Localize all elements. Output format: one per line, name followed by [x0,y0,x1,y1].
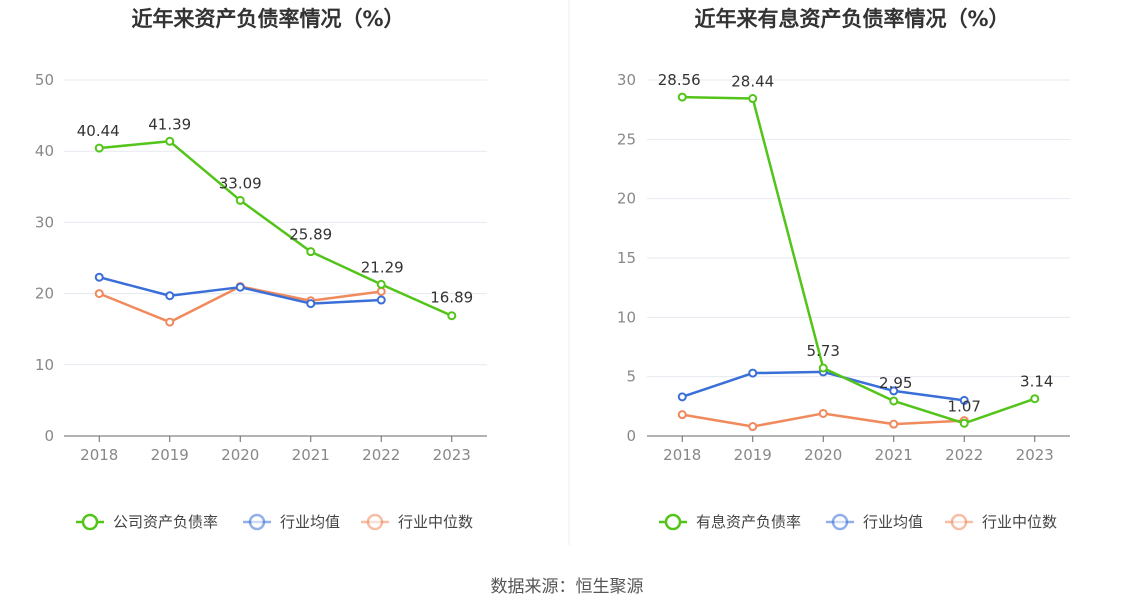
data-point[interactable] [677,392,687,402]
legend-marker-icon [81,513,99,531]
data-label: 2.95 [879,374,912,392]
legend-marker-icon [366,513,384,531]
x-tick-label: 2018 [663,446,701,464]
data-point[interactable] [818,408,828,418]
chart-interest-bearing-debt-ratio: 近年来有息资产负债率情况（%） 0 5 10 15 20 25 30 2018 2019 2020… [617,7,1070,531]
data-point[interactable] [94,272,104,282]
data-point[interactable] [165,291,175,301]
chart-title: 近年来资产负债率情况（%） [131,7,404,31]
x-tick-label: 2020 [221,446,259,464]
data-label: 28.44 [731,73,774,91]
y-tick-label: 30 [35,213,54,231]
legend-label: 行业均值 [863,513,923,531]
data-source: 数据来源：恒生聚源 [491,577,644,597]
legend-label: 行业均值 [280,513,340,531]
data-point[interactable] [677,92,687,102]
legend-marker-icon [831,513,849,531]
x-tick-label: 2020 [804,446,842,464]
data-point[interactable] [959,418,969,428]
data-point[interactable] [235,195,245,205]
data-point[interactable] [376,295,386,305]
legend-label: 行业中位数 [398,513,473,531]
data-label: 16.89 [430,289,473,307]
data-point[interactable] [677,410,687,420]
y-tick-label: 20 [617,190,636,208]
legend-item[interactable]: 行业均值 [243,513,340,531]
y-tick-label: 40 [35,142,54,160]
x-tick-label: 2023 [433,446,471,464]
y-tick-label: 30 [617,71,636,89]
y-tick-label: 20 [35,285,54,303]
legend-marker-icon [950,513,968,531]
data-point[interactable] [376,286,386,296]
y-tick-label: 5 [626,368,636,386]
data-label: 1.07 [948,397,981,415]
legend-label: 有息资产负债率 [696,513,801,531]
data-point[interactable] [748,422,758,432]
data-point[interactable] [818,363,828,373]
y-tick-label: 0 [626,427,636,445]
data-label: 21.29 [361,258,404,276]
x-tick-label: 2019 [734,446,772,464]
chart-title: 近年来有息资产负债率情况（%） [694,7,1009,31]
data-point[interactable] [235,282,245,292]
data-point[interactable] [94,143,104,153]
x-tick-label: 2021 [875,446,913,464]
data-point[interactable] [376,279,386,289]
data-point[interactable] [889,386,899,396]
legend-label: 公司资产负债率 [113,513,218,531]
x-tick-label: 2021 [292,446,330,464]
data-label: 28.56 [658,71,701,89]
data-point[interactable] [889,419,899,429]
data-point[interactable] [1030,394,1040,404]
y-tick-label: 0 [44,427,54,445]
legend-item[interactable]: 有息资产负债率 [659,513,801,531]
x-tick-label: 2018 [80,446,118,464]
series-line [682,95,1036,425]
y-tick-label: 25 [617,130,636,148]
data-point[interactable] [959,395,969,405]
data-point[interactable] [306,247,316,257]
chart-debt-ratio: 近年来资产负债率情况（%） 0 10 20 30 40 50 2018 2019 2020 202… [35,7,487,531]
data-label: 25.89 [289,226,332,244]
legend-marker-icon [248,513,266,531]
data-point[interactable] [889,396,899,406]
data-label: 41.39 [148,115,191,133]
data-point[interactable] [165,317,175,327]
x-tick-label: 2022 [362,446,400,464]
x-tick-label: 2022 [945,446,983,464]
data-point[interactable] [306,299,316,309]
legend-marker-icon [664,513,682,531]
legend-item[interactable]: 行业中位数 [361,513,473,531]
data-point[interactable] [94,289,104,299]
data-point[interactable] [165,136,175,146]
legend-item[interactable]: 行业均值 [826,513,923,531]
data-label: 3.14 [1020,373,1053,391]
data-point[interactable] [447,311,457,321]
data-point[interactable] [748,94,758,104]
legend-item[interactable]: 公司资产负债率 [76,513,218,531]
y-tick-label: 50 [35,71,54,89]
series-line [99,140,453,317]
series-line [98,285,382,324]
legend-item[interactable]: 行业中位数 [945,513,1057,531]
x-tick-label: 2019 [151,446,189,464]
data-point[interactable] [748,368,758,378]
data-label: 5.73 [807,342,840,360]
data-label: 40.44 [77,122,120,140]
y-tick-label: 10 [617,308,636,326]
x-tick-label: 2023 [1016,446,1054,464]
y-tick-label: 15 [617,249,636,267]
legend-label: 行业中位数 [982,513,1057,531]
data-label: 33.09 [219,174,262,192]
y-tick-label: 10 [35,356,54,374]
